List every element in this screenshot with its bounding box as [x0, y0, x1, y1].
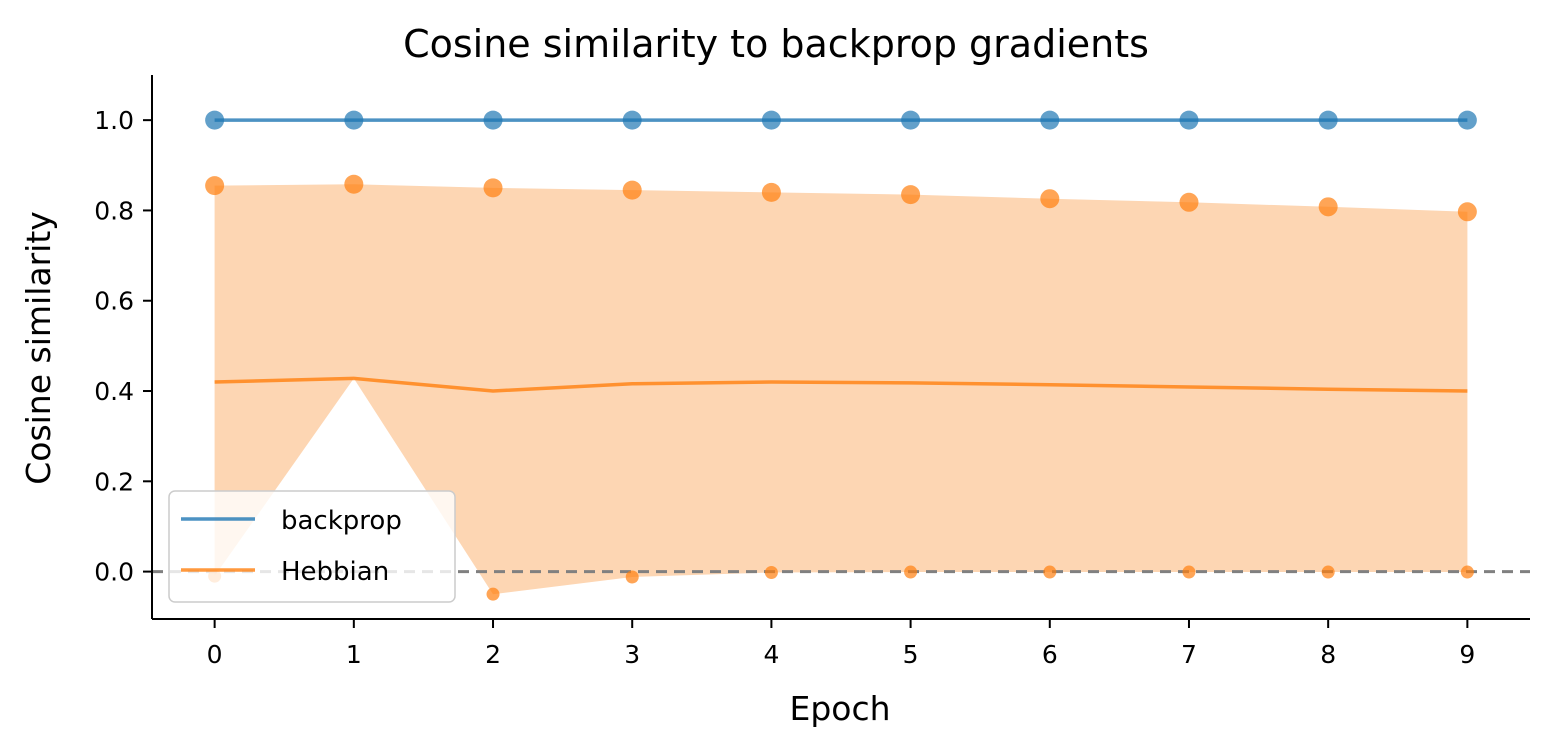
marker-min-hebbian: [1043, 565, 1057, 579]
x-axis-label: Epoch: [789, 689, 890, 728]
marker-max-backprop: [205, 110, 225, 130]
legend-backprop-label: backprop: [281, 506, 402, 536]
x-tick-label: 9: [1459, 640, 1475, 669]
marker-max-backprop: [344, 110, 364, 130]
line-hebbian: [214, 376, 1468, 393]
marker-max-backprop: [1179, 110, 1199, 130]
x-tick-label: 2: [485, 640, 501, 669]
x-tick-label: 6: [1042, 640, 1058, 669]
marker-max-hebbian: [622, 180, 642, 200]
x-tick-label: 4: [763, 640, 779, 669]
marker-max-hebbian: [344, 174, 364, 194]
x-tick-label: 3: [624, 640, 640, 669]
marker-min-hebbian: [486, 587, 500, 601]
marker-max-backprop: [483, 110, 503, 130]
x-tick-label: 1: [346, 640, 362, 669]
y-tick-label: 0.8: [94, 196, 134, 225]
marker-max-hebbian: [901, 185, 921, 205]
y-axis-label: Cosine similarity: [19, 211, 58, 485]
y-tick-label: 0.0: [94, 558, 134, 587]
marker-max-hebbian: [1318, 197, 1338, 217]
chart-title: Cosine similarity to backprop gradients: [403, 22, 1149, 66]
marker-max-backprop: [622, 110, 642, 130]
marker-max-backprop: [1318, 110, 1338, 130]
tick-labels: 0 1 2 3 4 5 6 7 8 9 0.0 0.2 0.4 0.6 0.8 1.0: [94, 106, 1475, 669]
marker-min-hebbian: [1182, 565, 1196, 579]
y-tick-label: 0.4: [94, 377, 134, 406]
hebbian-range-band: [214, 184, 1468, 595]
x-tick-label: 8: [1320, 640, 1336, 669]
marker-min-hebbian: [764, 566, 778, 580]
marker-min-hebbian: [1321, 565, 1335, 579]
marker-max-backprop: [1040, 110, 1060, 130]
marker-max-hebbian: [1457, 202, 1477, 222]
marker-max-backprop: [901, 110, 921, 130]
legend: backprop Hebbian: [168, 490, 456, 603]
band-hebbian: [214, 184, 1468, 595]
marker-max-hebbian: [205, 176, 225, 196]
legend-hebbian-label: Hebbian: [281, 557, 389, 587]
marker-max-hebbian: [1040, 189, 1060, 209]
marker-max-backprop: [761, 110, 781, 130]
marker-max-hebbian: [483, 178, 503, 198]
x-tick-label: 0: [207, 640, 223, 669]
series-lines: [214, 118, 1468, 393]
marker-max-hebbian: [761, 182, 781, 202]
marker-max-hebbian: [1179, 192, 1199, 212]
y-tick-label: 0.6: [94, 287, 134, 316]
y-tick-label: 0.2: [94, 467, 134, 496]
marker-max-backprop: [1457, 110, 1477, 130]
marker-min-hebbian: [1460, 565, 1474, 579]
axes: [143, 75, 1530, 628]
x-tick-label: 5: [903, 640, 919, 669]
y-tick-label: 1.0: [94, 106, 134, 135]
marker-min-hebbian: [904, 565, 918, 579]
x-tick-label: 7: [1181, 640, 1197, 669]
marker-min-hebbian: [625, 570, 639, 584]
